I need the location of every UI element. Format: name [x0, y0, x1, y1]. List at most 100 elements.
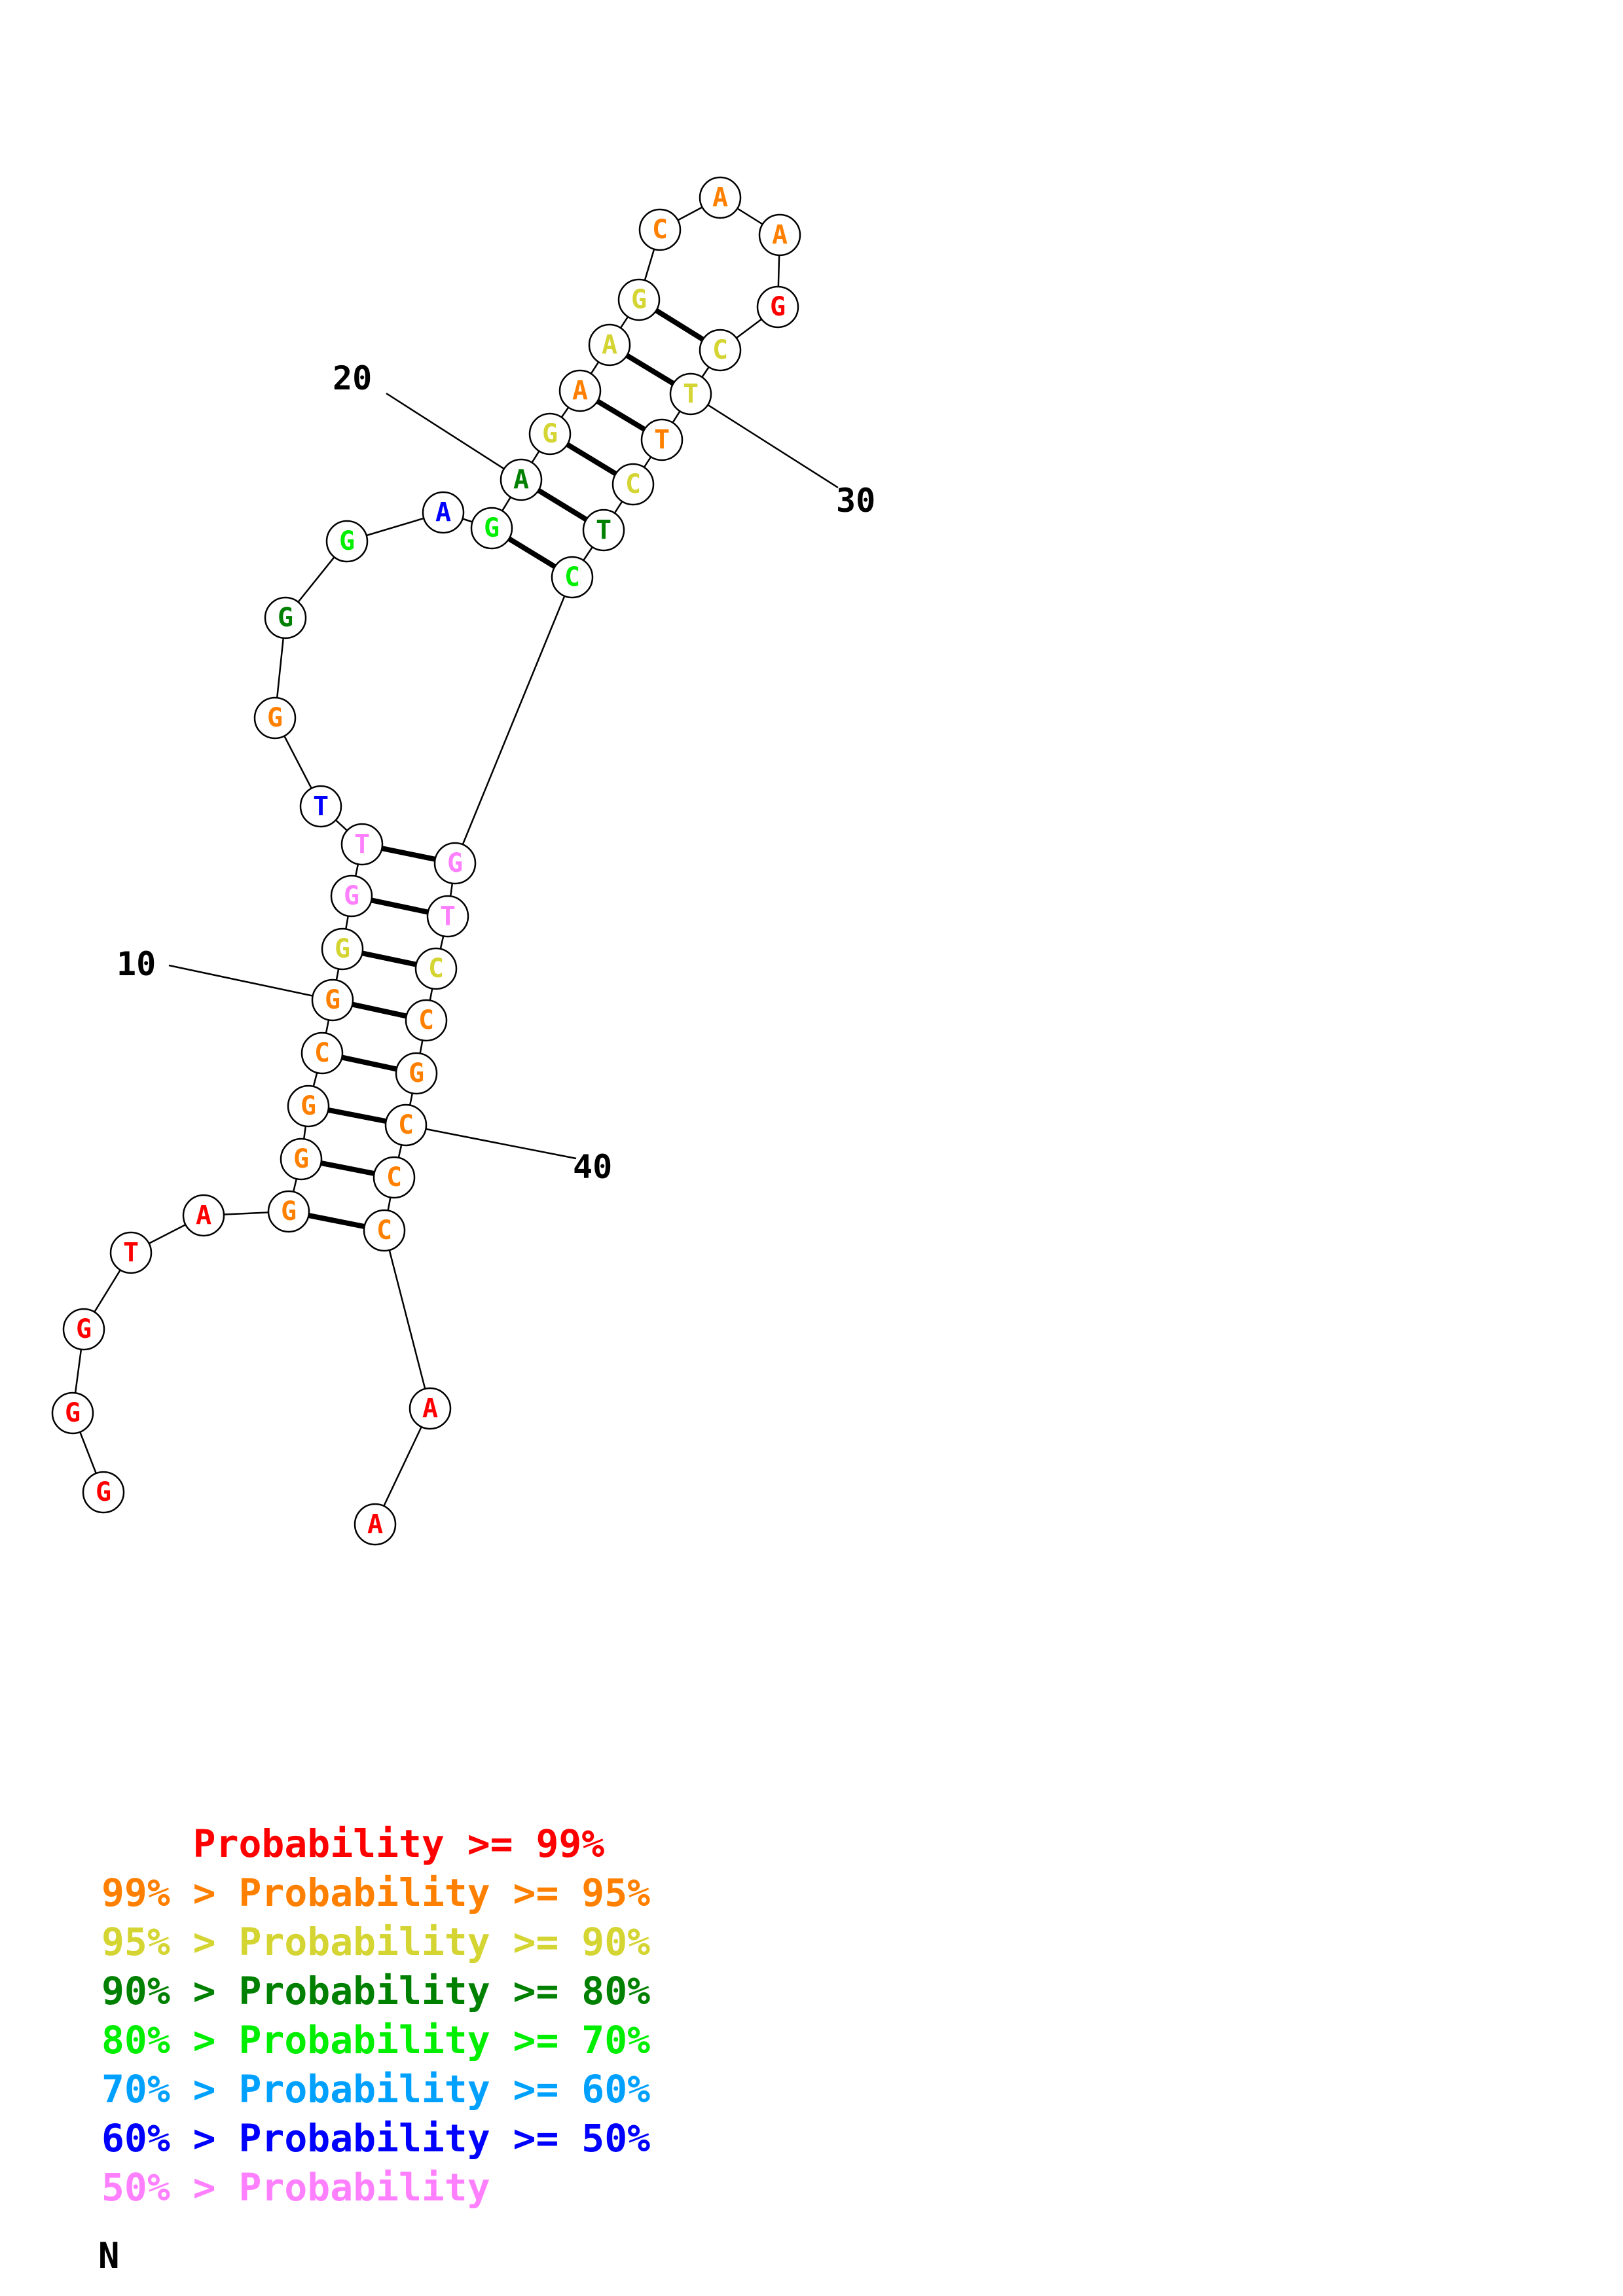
nucleotide-circle	[551, 556, 594, 599]
nucleotide-29: C	[699, 329, 742, 372]
nucleotide-circle	[640, 418, 684, 461]
nucleotide-base: A	[572, 376, 588, 406]
nucleotide-14: T	[299, 785, 342, 828]
nucleotide-base: A	[712, 183, 728, 213]
nucleotide-base: C	[398, 1110, 414, 1140]
legend-row: 90% > Probability >= 80%	[101, 1969, 651, 2013]
nucleotide-base: T	[654, 425, 670, 455]
nucleotide-2: G	[51, 1391, 94, 1435]
nucleotide-9: C	[301, 1031, 344, 1075]
position-label-leaders	[168, 392, 839, 1160]
nucleotide-16: G	[264, 596, 307, 639]
footer-label: N	[98, 2235, 120, 2276]
nucleotide-circle	[373, 1156, 416, 1199]
position-label-30: 30	[836, 482, 875, 520]
nucleotide-35: G	[433, 842, 477, 885]
nucleotide-15: G	[253, 696, 297, 740]
nucleotide-base: G	[542, 419, 558, 449]
nucleotide-circle	[611, 463, 655, 506]
nucleotide-base: C	[386, 1162, 402, 1193]
nucleotide-12: G	[330, 874, 373, 918]
nucleotide-34: C	[551, 556, 594, 599]
label-leader-line	[168, 964, 333, 1001]
nucleotide-base: G	[301, 1091, 316, 1121]
nucleotide-27: A	[758, 213, 801, 257]
nucleotide-base: G	[484, 513, 500, 543]
nucleotide-circle	[470, 507, 513, 550]
legend-row: 99% > Probability >= 95%	[101, 1871, 651, 1915]
nucleotide-base: T	[313, 791, 329, 821]
nucleotide-circle	[82, 1471, 125, 1514]
nucleotide-base: G	[281, 1196, 297, 1227]
nucleotide-circle	[638, 208, 682, 251]
nucleotide-circle	[414, 947, 458, 990]
nucleotide-base: T	[683, 379, 699, 409]
nucleotide-circle	[588, 323, 631, 367]
legend-row: 50% > Probability	[101, 2165, 490, 2210]
nucleotide-circle	[340, 823, 384, 866]
nucleotide-base: C	[564, 562, 580, 592]
nucleotide-3: G	[62, 1308, 105, 1351]
nucleotide-18: A	[422, 491, 465, 534]
legend-row: 95% > Probability >= 90%	[101, 1920, 651, 1964]
legend-row: 80% > Probability >= 70%	[101, 2018, 651, 2062]
nucleotide-base: C	[712, 335, 728, 365]
nucleotide-circle	[325, 520, 369, 563]
nucleotide-circle	[433, 842, 477, 885]
nucleotide-circle	[267, 1190, 310, 1233]
nucleotide-base: A	[422, 1393, 438, 1424]
nucleotide-43: A	[409, 1387, 452, 1430]
nucleotide-26: A	[699, 176, 742, 219]
nucleotide-circle	[299, 785, 342, 828]
nucleotide-base: G	[96, 1477, 111, 1507]
nucleotide-base: G	[267, 703, 283, 733]
nucleotide-circle	[426, 895, 469, 938]
nucleotide-circle	[558, 369, 602, 412]
nucleotide-39: G	[395, 1052, 438, 1095]
backbone-segment	[383, 1230, 431, 1409]
nucleotide-5: A	[182, 1194, 225, 1237]
nucleotide-28: G	[756, 285, 799, 329]
nucleotide-circle	[528, 412, 572, 456]
nucleotide-23: A	[588, 323, 631, 367]
nucleotide-circle	[758, 213, 801, 257]
nucleotide-base: G	[335, 934, 350, 964]
nucleotide-circle	[409, 1387, 452, 1430]
nucleotide-base: A	[435, 497, 451, 528]
nucleotide-33: T	[582, 509, 625, 552]
nucleotide-circle	[699, 329, 742, 372]
nucleotide-24: G	[617, 278, 661, 321]
nucleotide-7: G	[280, 1138, 323, 1181]
nucleotide-circle	[363, 1209, 406, 1252]
position-labels: 10 20 30 40	[117, 359, 875, 1186]
label-leader-line	[386, 392, 522, 481]
nucleotide-base: G	[278, 603, 293, 633]
nucleotide-32: C	[611, 463, 655, 506]
nucleotide-37: C	[414, 947, 458, 990]
nucleotide-base: A	[196, 1200, 211, 1230]
legend-row: 60% > Probability >= 50%	[101, 2116, 651, 2161]
position-label-20: 20	[333, 359, 372, 397]
nucleotide-base: G	[76, 1314, 92, 1344]
nucleotide-circle	[617, 278, 661, 321]
nucleotide-circle	[182, 1194, 225, 1237]
nucleotide-1: G	[82, 1471, 125, 1514]
nucleotide-circle	[264, 596, 307, 639]
nucleotide-circle	[582, 509, 625, 552]
nucleotide-19: G	[470, 507, 513, 550]
nucleotide-22: A	[558, 369, 602, 412]
nucleotide-17: G	[325, 520, 369, 563]
nucleotide-base: C	[376, 1215, 392, 1246]
position-label-40: 40	[573, 1148, 612, 1186]
nucleotide-base: A	[602, 330, 617, 360]
nucleotide-base: A	[513, 465, 529, 495]
nucleotide-21: G	[528, 412, 572, 456]
nucleotide-circle	[756, 285, 799, 329]
legend-row: Probability >= 99%	[101, 1821, 605, 1866]
nucleotide-base: G	[409, 1058, 424, 1088]
nucleotide-base: G	[65, 1398, 81, 1428]
nucleotide-circle	[354, 1503, 397, 1546]
nucleotide-base: T	[123, 1238, 139, 1268]
nucleotide-base: G	[631, 285, 647, 315]
